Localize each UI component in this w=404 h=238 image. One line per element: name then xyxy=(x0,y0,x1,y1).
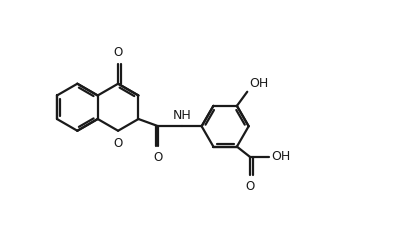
Text: OH: OH xyxy=(250,77,269,90)
Text: O: O xyxy=(114,46,123,59)
Text: NH: NH xyxy=(173,109,192,122)
Text: O: O xyxy=(154,151,163,164)
Text: O: O xyxy=(114,137,123,150)
Text: O: O xyxy=(246,179,255,193)
Text: OH: OH xyxy=(271,150,290,164)
